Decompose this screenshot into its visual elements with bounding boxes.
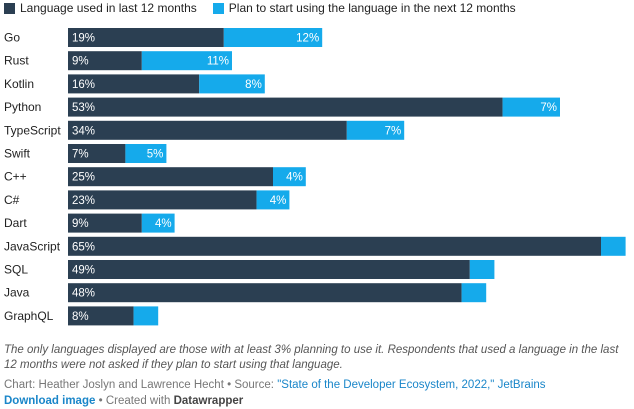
value-label-used-rust: 9% [72, 56, 89, 68]
category-label-java: Java [4, 286, 30, 300]
category-label-swift: Swift [4, 147, 31, 161]
bar-plan-typescript [346, 120, 405, 140]
stacked-bar-chart: Go 19% 12% Rust 9% 11% Kotlin 16% 8% Python 53% 7% T… [4, 28, 626, 326]
value-label-plan-dart: 4% [155, 218, 172, 230]
bar-used-go [68, 28, 224, 47]
credit-separator: • [227, 379, 232, 391]
bar-plan-c- [273, 167, 306, 187]
value-label-used-python: 53% [72, 102, 95, 114]
credit-separator-2: • [98, 395, 103, 407]
category-label-dart: Dart [4, 216, 27, 230]
bar-plan-python [502, 97, 560, 117]
bar-used-c- [68, 190, 257, 210]
bar-plan-go [223, 28, 323, 47]
bar-used-dart [68, 213, 142, 233]
bar-used-kotlin [68, 74, 200, 94]
bar-plan-dart [141, 213, 175, 233]
chart-notes: The only languages displayed are those w… [4, 344, 619, 371]
bar-plan-kotlin [199, 74, 265, 94]
category-label-javascript: JavaScript [4, 239, 61, 253]
value-label-used-dart: 9% [72, 218, 89, 230]
category-label-sql: SQL [4, 263, 28, 277]
value-label-plan-typescript: 7% [385, 125, 402, 137]
value-label-used-graphql: 8% [72, 311, 89, 323]
value-label-plan-go: 12% [296, 33, 319, 45]
value-label-plan-rust: 11% [207, 56, 229, 68]
value-label-plan-swift: 5% [147, 149, 164, 161]
category-label-typescript: TypeScript [4, 123, 61, 137]
legend-item-plan: Plan to start using the language in the … [212, 1, 516, 15]
value-label-plan-c-: 4% [286, 172, 303, 184]
bar-used-graphql [68, 306, 134, 326]
value-label-plan-python: 7% [540, 102, 557, 114]
category-label-c-: C# [4, 193, 20, 207]
bar-used-typescript [68, 120, 347, 140]
datawrapper-link[interactable]: Datawrapper [173, 395, 244, 407]
bar-plan-rust [141, 51, 232, 71]
value-label-used-swift: 7% [72, 149, 89, 161]
bar-used-java [68, 283, 462, 303]
value-label-used-c-: 25% [72, 172, 95, 184]
bar-plan-sql [469, 260, 495, 279]
source-link[interactable]: "State of the Developer Ecosystem, 2022,… [277, 379, 546, 391]
value-label-used-kotlin: 16% [72, 79, 95, 91]
category-label-graphql: GraphQL [4, 309, 54, 323]
chart-credits: Chart: Heather Joslyn and Lawrence Hecht… [4, 377, 630, 409]
bar-used-c- [68, 167, 273, 187]
category-label-c-: C++ [4, 170, 27, 184]
bar-plan-c- [256, 190, 290, 210]
bar-used-sql [68, 260, 470, 279]
source-label: Source: [234, 379, 274, 391]
value-label-plan-kotlin: 8% [245, 79, 262, 91]
bar-used-swift [68, 144, 126, 163]
legend-swatch-plan [212, 2, 224, 14]
bar-plan-graphql [133, 306, 159, 326]
value-label-used-c-: 23% [72, 195, 95, 207]
value-label-used-sql: 49% [72, 265, 95, 277]
legend-label-used: Language used in last 12 months [20, 1, 197, 15]
value-label-used-go: 19% [72, 33, 95, 45]
bar-used-javascript [68, 236, 601, 256]
value-label-plan-c-: 4% [270, 195, 287, 207]
value-label-used-java: 48% [72, 288, 95, 300]
bar-plan-javascript [601, 236, 626, 256]
value-label-used-javascript: 65% [72, 241, 95, 253]
download-image-link[interactable]: Download image [4, 395, 96, 407]
bar-plan-java [461, 283, 487, 303]
category-label-kotlin: Kotlin [4, 77, 34, 91]
created-with-label: Created with [105, 395, 171, 407]
legend-item-used: Language used in last 12 months [4, 1, 197, 15]
bar-used-rust [68, 51, 142, 71]
legend-swatch-used [4, 2, 15, 14]
legend-label-plan: Plan to start using the language in the … [228, 1, 516, 15]
category-label-go: Go [4, 31, 20, 45]
category-label-rust: Rust [4, 54, 29, 68]
chart-credit: Chart: Heather Joslyn and Lawrence Hecht [4, 379, 224, 391]
legend: Language used in last 12 months Plan to … [4, 0, 516, 16]
category-label-python: Python [4, 100, 41, 114]
value-label-used-typescript: 34% [72, 125, 95, 137]
bar-plan-swift [125, 144, 167, 163]
bar-used-python [68, 97, 503, 117]
